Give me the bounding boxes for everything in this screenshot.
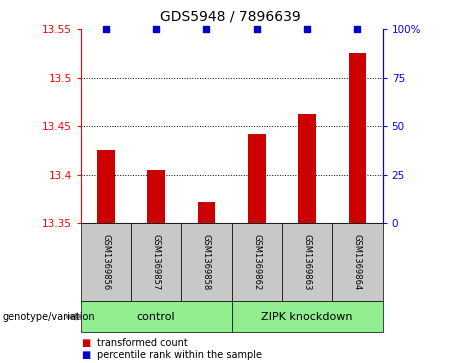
Text: GSM1369857: GSM1369857 xyxy=(152,234,161,290)
Bar xyxy=(248,134,266,223)
Bar xyxy=(198,202,215,223)
Bar xyxy=(349,53,366,223)
Text: ■: ■ xyxy=(81,338,90,348)
Text: genotype/variation: genotype/variation xyxy=(2,312,95,322)
Text: percentile rank within the sample: percentile rank within the sample xyxy=(97,350,262,360)
Bar xyxy=(298,114,316,223)
Text: GSM1369858: GSM1369858 xyxy=(202,234,211,290)
Text: control: control xyxy=(137,312,176,322)
Bar xyxy=(148,170,165,223)
Text: transformed count: transformed count xyxy=(97,338,188,348)
Text: ■: ■ xyxy=(81,350,90,360)
Text: GSM1369862: GSM1369862 xyxy=(252,234,261,290)
Bar xyxy=(97,150,115,223)
Text: ZIPK knockdown: ZIPK knockdown xyxy=(261,312,353,322)
Text: GSM1369864: GSM1369864 xyxy=(353,234,362,290)
Text: GDS5948 / 7896639: GDS5948 / 7896639 xyxy=(160,9,301,23)
Text: GSM1369863: GSM1369863 xyxy=(302,234,312,290)
Text: GSM1369856: GSM1369856 xyxy=(101,234,110,290)
